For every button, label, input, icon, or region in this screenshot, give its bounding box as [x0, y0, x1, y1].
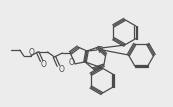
Text: O: O	[58, 65, 64, 74]
Text: O: O	[41, 60, 47, 69]
Text: O: O	[29, 48, 35, 56]
Text: P: P	[97, 46, 103, 55]
Text: O: O	[68, 58, 74, 67]
